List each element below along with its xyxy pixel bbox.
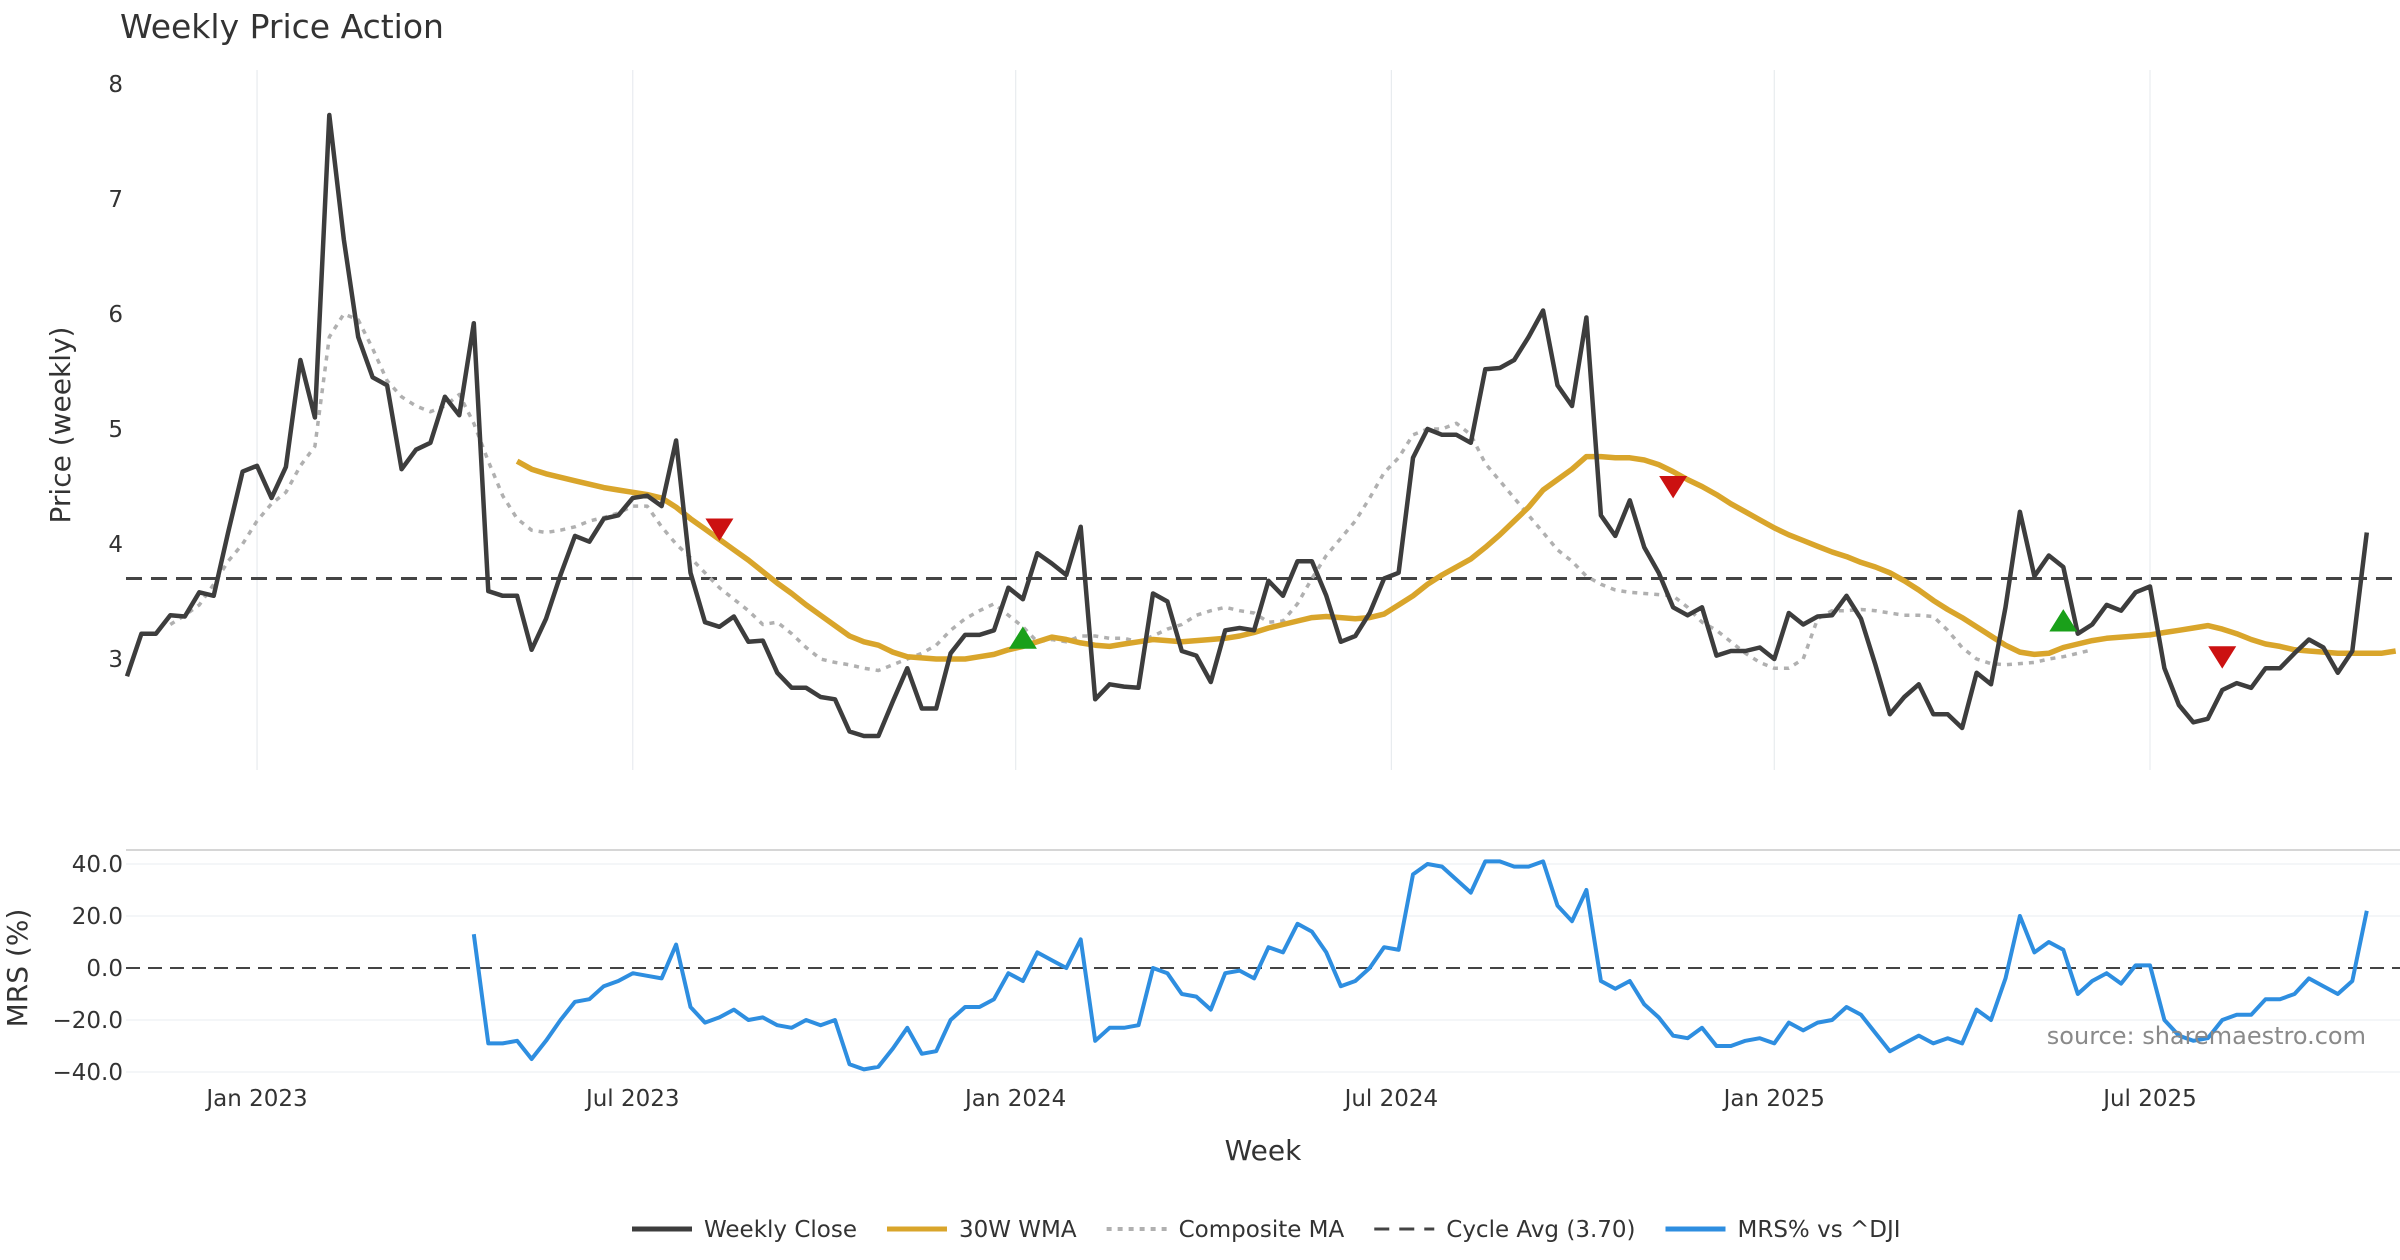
legend-label-cycle: Cycle Avg (3.70)	[1446, 1217, 1635, 1243]
source-watermark: source: sharemaestro.com	[2047, 1022, 2366, 1050]
price-panel-gridlines	[256, 70, 2151, 770]
price-y-tick-label: 6	[108, 302, 123, 328]
chart-title: Weekly Price Action	[120, 7, 444, 46]
legend-item-cycle: Cycle Avg (3.70)	[1374, 1217, 1636, 1243]
mrs-y-tick-label: −20.0	[53, 1008, 123, 1034]
wma-30w-line	[515, 453, 2397, 662]
legend-item-wma: 30W WMA	[886, 1217, 1077, 1243]
mrs-y-tick-label: 20.0	[72, 904, 123, 930]
x-tick-label: Jul 2025	[2101, 1086, 2197, 1112]
mrs-line	[471, 859, 2369, 1072]
weekly-close-line	[124, 112, 2370, 739]
x-tick-label: Jul 2024	[1343, 1086, 1439, 1112]
price-y-tick-label: 8	[108, 72, 123, 98]
data-series	[124, 112, 2397, 1072]
mrs-y-tick-label: 40.0	[72, 852, 123, 878]
price-y-tick-label: 7	[108, 187, 123, 213]
signal-markers	[705, 476, 2237, 669]
reference-lines	[126, 577, 2400, 969]
price-y-axis-title: Price (weekly)	[44, 327, 77, 524]
mrs-y-tick-label: −40.0	[53, 1060, 123, 1086]
x-tick-label: Jan 2024	[963, 1086, 1066, 1112]
legend-label-wma: 30W WMA	[959, 1217, 1077, 1243]
mrs-y-tick-label: 0.0	[86, 956, 123, 982]
legend-item-mrs: MRS% vs ^DJI	[1665, 1217, 1901, 1243]
axis-ticks: 3 4 5 6 7 8 40.0 20.0 0.0 −20.0 −40.0 Jan 2023 Jul 2…	[53, 72, 2197, 1112]
price-y-tick-label: 4	[108, 532, 123, 558]
x-axis-title: Week	[1225, 1134, 1302, 1167]
composite-ma-line	[169, 312, 2093, 673]
legend-item-composite: Composite MA	[1106, 1217, 1345, 1243]
sell-signal-marker	[2208, 646, 2237, 669]
legend-label-close: Weekly Close	[704, 1217, 857, 1243]
buy-signal-marker	[2049, 609, 2078, 632]
x-tick-label: Jan 2023	[204, 1086, 307, 1112]
legend-label-composite: Composite MA	[1179, 1217, 1345, 1243]
legend: Weekly Close 30W WMA Composite MA Cycle Avg…	[632, 1217, 1901, 1243]
legend-item-close: Weekly Close	[632, 1217, 857, 1243]
sell-signal-marker	[1659, 476, 1688, 499]
buy-signal-marker	[1008, 626, 1037, 649]
x-tick-label: Jan 2025	[1722, 1086, 1825, 1112]
mrs-y-axis-title: MRS (%)	[1, 909, 34, 1028]
price-y-tick-label: 5	[108, 417, 123, 443]
x-tick-label: Jul 2023	[584, 1086, 680, 1112]
legend-label-mrs: MRS% vs ^DJI	[1738, 1217, 1901, 1243]
price-y-tick-label: 3	[108, 647, 123, 673]
sell-signal-marker	[705, 518, 734, 541]
